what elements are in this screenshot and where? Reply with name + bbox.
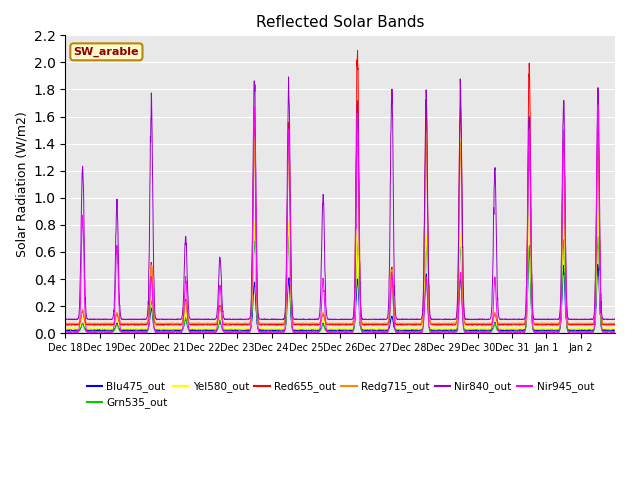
Blu475_out — [374, 327, 381, 333]
Nir840_out — [611, 317, 619, 323]
Nir945_out — [611, 330, 619, 336]
Red655_out — [61, 322, 69, 328]
Nir945_out — [306, 330, 314, 336]
Nir945_out — [604, 330, 612, 336]
Red655_out — [538, 322, 545, 327]
Redg715_out — [611, 321, 619, 326]
Red655_out — [175, 322, 183, 328]
Grn535_out — [537, 328, 545, 334]
Yel580_out — [235, 325, 243, 331]
Grn535_out — [611, 329, 619, 335]
Redg715_out — [93, 321, 101, 326]
Nir840_out — [285, 74, 292, 80]
Title: Reflected Solar Bands: Reflected Solar Bands — [256, 15, 424, 30]
Grn535_out — [604, 329, 612, 335]
Text: SW_arable: SW_arable — [74, 47, 139, 57]
Line: Nir840_out: Nir840_out — [65, 77, 615, 320]
Redg715_out — [506, 321, 514, 326]
Blu475_out — [604, 327, 612, 333]
Blu475_out — [611, 327, 619, 333]
Line: Redg715_out: Redg715_out — [65, 132, 615, 324]
Redg715_out — [116, 320, 124, 326]
Grn535_out — [116, 328, 124, 334]
Yel580_out — [116, 325, 124, 331]
Red655_out — [354, 48, 362, 53]
Red655_out — [374, 322, 381, 327]
Grn535_out — [285, 233, 292, 239]
Red655_out — [604, 322, 612, 327]
Grn535_out — [61, 329, 69, 335]
Yel580_out — [338, 326, 346, 332]
Blu475_out — [538, 327, 545, 333]
Nir840_out — [374, 317, 381, 323]
Red655_out — [116, 321, 124, 327]
Redg715_out — [422, 129, 430, 135]
Nir945_out — [116, 325, 124, 331]
Grn535_out — [374, 328, 381, 334]
Yel580_out — [538, 326, 545, 332]
Redg715_out — [236, 321, 243, 326]
Nir840_out — [116, 312, 124, 318]
Nir945_out — [374, 330, 381, 336]
Blu475_out — [235, 327, 243, 333]
Nir840_out — [61, 316, 69, 322]
Blu475_out — [61, 327, 69, 333]
Redg715_out — [604, 321, 612, 326]
Nir840_out — [604, 316, 612, 322]
Blu475_out — [506, 327, 514, 333]
Line: Red655_out: Red655_out — [65, 50, 615, 325]
Blu475_out — [271, 328, 279, 334]
Redg715_out — [538, 320, 545, 326]
Nir840_out — [95, 317, 103, 323]
Yel580_out — [506, 326, 514, 332]
Redg715_out — [374, 320, 381, 326]
Grn535_out — [539, 329, 547, 335]
Yel580_out — [604, 326, 612, 332]
Grn535_out — [506, 329, 514, 335]
Nir840_out — [506, 317, 514, 323]
Y-axis label: Solar Radiation (W/m2): Solar Radiation (W/m2) — [15, 111, 28, 257]
Blu475_out — [525, 247, 533, 252]
Line: Grn535_out: Grn535_out — [65, 236, 615, 332]
Red655_out — [506, 322, 514, 327]
Nir945_out — [537, 330, 545, 336]
Nir945_out — [235, 330, 243, 336]
Line: Nir945_out: Nir945_out — [65, 105, 615, 333]
Yel580_out — [611, 326, 619, 332]
Nir840_out — [538, 316, 545, 322]
Yel580_out — [61, 326, 69, 332]
Red655_out — [236, 322, 243, 328]
Redg715_out — [61, 320, 69, 326]
Yel580_out — [374, 326, 381, 332]
Yel580_out — [525, 208, 533, 214]
Line: Yel580_out: Yel580_out — [65, 211, 615, 329]
Nir840_out — [236, 316, 243, 322]
Line: Blu475_out: Blu475_out — [65, 250, 615, 331]
Nir945_out — [506, 330, 514, 336]
Legend: Blu475_out, Grn535_out, Yel580_out, Red655_out, Redg715_out, Nir840_out, Nir945_: Blu475_out, Grn535_out, Yel580_out, Red6… — [83, 377, 598, 412]
Blu475_out — [116, 327, 124, 333]
Red655_out — [611, 322, 619, 327]
Nir945_out — [594, 102, 602, 108]
Grn535_out — [235, 328, 243, 334]
Nir945_out — [61, 330, 69, 336]
